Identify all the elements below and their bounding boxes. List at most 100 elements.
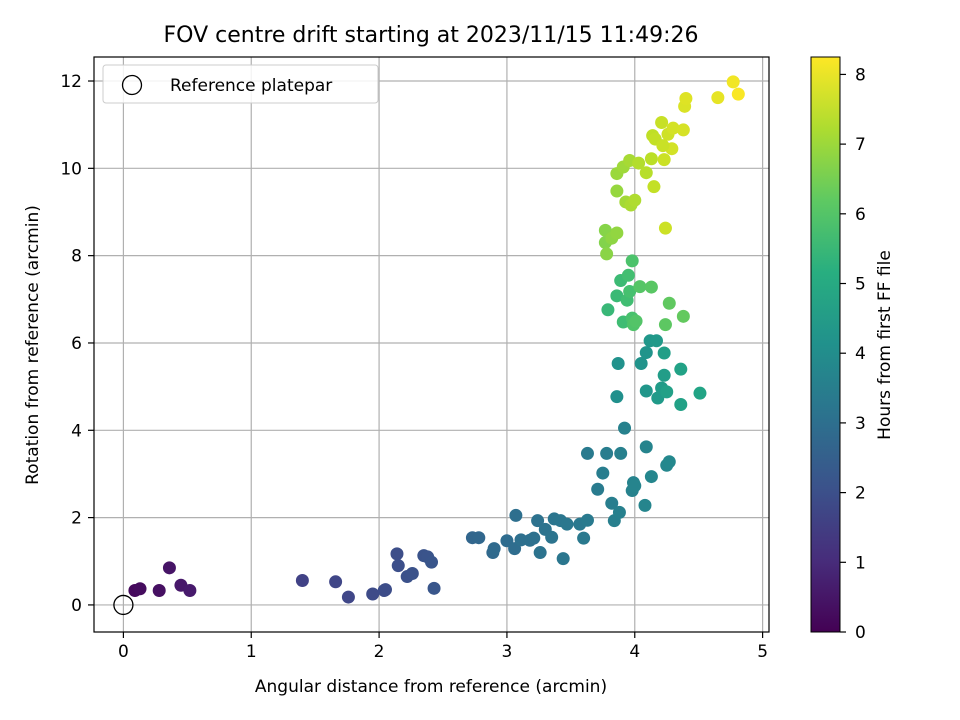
data-point <box>605 496 619 510</box>
data-point <box>679 91 693 105</box>
data-point <box>405 567 419 580</box>
y-tick-label: 4 <box>71 421 82 441</box>
colorbar-label: Hours from first FF file <box>875 250 895 440</box>
data-points <box>128 75 745 604</box>
data-point <box>295 573 309 587</box>
data-point <box>531 514 545 528</box>
data-point <box>662 455 676 469</box>
colorbar-tick-label: 0 <box>855 623 866 643</box>
y-axis-label: Rotation from reference (arcmin) <box>23 205 43 485</box>
x-tick-label: 5 <box>757 642 768 662</box>
data-point <box>611 356 625 370</box>
data-point <box>610 226 624 240</box>
colorbar-tick-label: 1 <box>855 553 866 573</box>
data-point <box>633 280 647 294</box>
data-point <box>612 505 626 519</box>
data-point <box>674 398 688 412</box>
data-point <box>591 482 605 496</box>
data-point <box>560 517 574 531</box>
data-point <box>655 115 669 129</box>
data-point <box>610 390 624 404</box>
colorbar-ticks: 0 1 2 3 4 5 6 7 8 <box>840 65 866 643</box>
colorbar-tick-label: 6 <box>855 205 866 225</box>
y-axis-ticks: 0 2 4 6 8 10 12 <box>60 72 94 616</box>
data-point <box>341 590 355 604</box>
x-tick-label: 4 <box>629 642 640 662</box>
data-point <box>580 513 594 527</box>
data-point <box>634 356 648 370</box>
data-point <box>658 221 672 235</box>
data-point <box>556 552 570 566</box>
data-point <box>610 289 624 303</box>
data-point <box>625 254 639 268</box>
data-point <box>329 575 343 589</box>
chart-title: FOV centre drift starting at 2023/11/15 … <box>164 23 699 48</box>
data-point <box>427 581 441 595</box>
y-tick-label: 12 <box>60 72 82 92</box>
data-point <box>711 91 725 105</box>
x-axis-ticks: 0 1 2 3 4 5 <box>118 632 768 662</box>
data-point <box>366 587 380 601</box>
data-point <box>621 268 635 282</box>
data-point <box>632 156 646 170</box>
data-point <box>596 466 610 480</box>
data-point <box>425 555 438 569</box>
data-point <box>378 583 392 597</box>
colorbar-tick-label: 4 <box>855 344 866 364</box>
legend-box <box>102 64 379 104</box>
data-point <box>693 386 707 400</box>
data-point <box>628 479 642 493</box>
x-tick-label: 3 <box>502 642 513 662</box>
legend-reference-label: Reference platepar <box>170 76 332 96</box>
colorbar: 0 1 2 3 4 5 6 7 8 Hours from first FF file <box>810 56 895 643</box>
data-point <box>644 280 658 294</box>
data-point <box>472 531 486 545</box>
data-point <box>545 530 559 544</box>
data-point <box>657 368 671 382</box>
y-tick-label: 10 <box>60 159 82 179</box>
colorbar-tick-label: 2 <box>855 484 866 504</box>
data-point <box>610 184 624 198</box>
data-point <box>657 346 671 360</box>
data-point <box>628 193 642 207</box>
data-point <box>152 584 166 598</box>
data-point <box>639 166 653 180</box>
data-point <box>614 446 628 460</box>
data-point <box>629 314 643 328</box>
data-point <box>660 385 674 399</box>
data-point <box>391 559 405 573</box>
data-point <box>487 542 501 556</box>
data-point <box>183 584 197 598</box>
data-point <box>533 546 547 560</box>
x-tick-label: 1 <box>246 642 257 662</box>
plot-frame <box>93 56 770 633</box>
data-point <box>644 470 658 484</box>
y-tick-label: 2 <box>71 509 82 529</box>
data-point <box>601 303 615 317</box>
data-point <box>638 498 652 512</box>
y-tick-label: 6 <box>71 334 82 354</box>
legend-reference-marker <box>121 74 143 96</box>
colorbar-tick-label: 8 <box>855 65 866 85</box>
data-point <box>676 309 690 323</box>
data-point <box>527 531 541 545</box>
data-point <box>656 139 670 153</box>
data-point <box>623 284 637 298</box>
data-point <box>618 421 632 435</box>
x-axis-label: Angular distance from reference (arcmin) <box>255 677 607 697</box>
data-point <box>676 123 690 137</box>
data-point <box>639 440 653 454</box>
data-point <box>650 334 663 348</box>
data-point <box>600 446 614 460</box>
colorbar-gradient <box>810 56 841 633</box>
colorbar-tick-label: 7 <box>855 135 866 155</box>
data-point <box>509 508 523 522</box>
data-point <box>162 561 176 575</box>
data-point <box>639 346 653 360</box>
data-point <box>390 547 404 561</box>
data-point <box>600 247 614 261</box>
legend: Reference platepar <box>102 64 379 104</box>
x-tick-label: 0 <box>118 642 129 662</box>
y-tick-label: 8 <box>71 247 82 267</box>
